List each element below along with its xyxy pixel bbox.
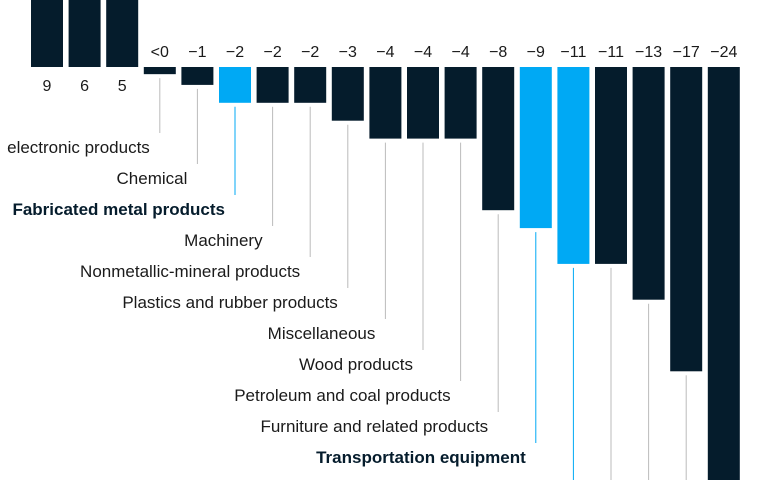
category-label-4: Chemical [117,169,188,188]
category-labels: electronic products Chemical Fabricated me… [7,138,526,467]
value-label-16: −13 [635,44,662,61]
value-label-4: −1 [188,44,206,61]
bar-16 [632,67,665,300]
value-label-11: −4 [451,44,469,61]
value-label-9: −4 [376,44,394,61]
value-label-3: <0 [151,44,169,61]
category-label-7: Nonmetallic-mineral products [80,262,300,281]
value-label-13: −9 [527,44,545,61]
value-label-18: −24 [710,44,737,61]
bar-10 [407,67,439,139]
value-label-14: −11 [560,44,586,61]
value-labels: 9 6 5 <0 −1 −2 −2 −2 −3 −4 −4 −4 −8 −9 −11 −11 −13 −17 −24 [43,44,738,95]
category-label-8: Plastics and rubber products [122,293,337,312]
bar-1 [68,0,101,67]
bar-17 [670,67,703,372]
value-label-1: 6 [80,78,89,95]
value-label-17: −17 [673,44,700,61]
category-label-3: electronic products [7,138,150,157]
bar-11 [444,67,477,139]
bar-7 [294,67,327,103]
value-label-2: 5 [118,78,127,95]
category-label-5: Fabricated metal products [12,200,225,219]
category-label-6: Machinery [184,231,263,250]
value-label-15: −11 [598,44,624,61]
category-label-12: Furniture and related products [260,417,488,436]
category-label-10: Wood products [299,355,413,374]
bar-0 [31,0,63,68]
bar-15 [595,67,627,264]
bar-8 [331,67,364,121]
bar-4 [181,67,214,85]
leader-lines [159,78,687,480]
bar-14 [557,67,590,264]
bar-6 [256,67,289,103]
bar-5 [219,67,251,103]
category-label-11: Petroleum and coal products [234,386,450,405]
value-label-8: −3 [339,44,357,61]
value-label-7: −2 [301,44,319,61]
value-label-5: −2 [226,44,244,61]
value-label-10: −4 [414,44,432,61]
value-label-6: −2 [263,44,281,61]
category-label-13: Transportation equipment [316,448,526,467]
bar-3 [143,67,176,75]
bars [31,0,740,480]
bar-2 [106,0,139,67]
bar-9 [369,67,402,139]
category-label-9: Miscellaneous [268,324,376,343]
bar-13 [519,67,552,229]
value-label-0: 9 [43,78,52,95]
value-label-12: −8 [489,44,507,61]
bar-12 [482,67,515,211]
bar-18 [707,67,740,480]
